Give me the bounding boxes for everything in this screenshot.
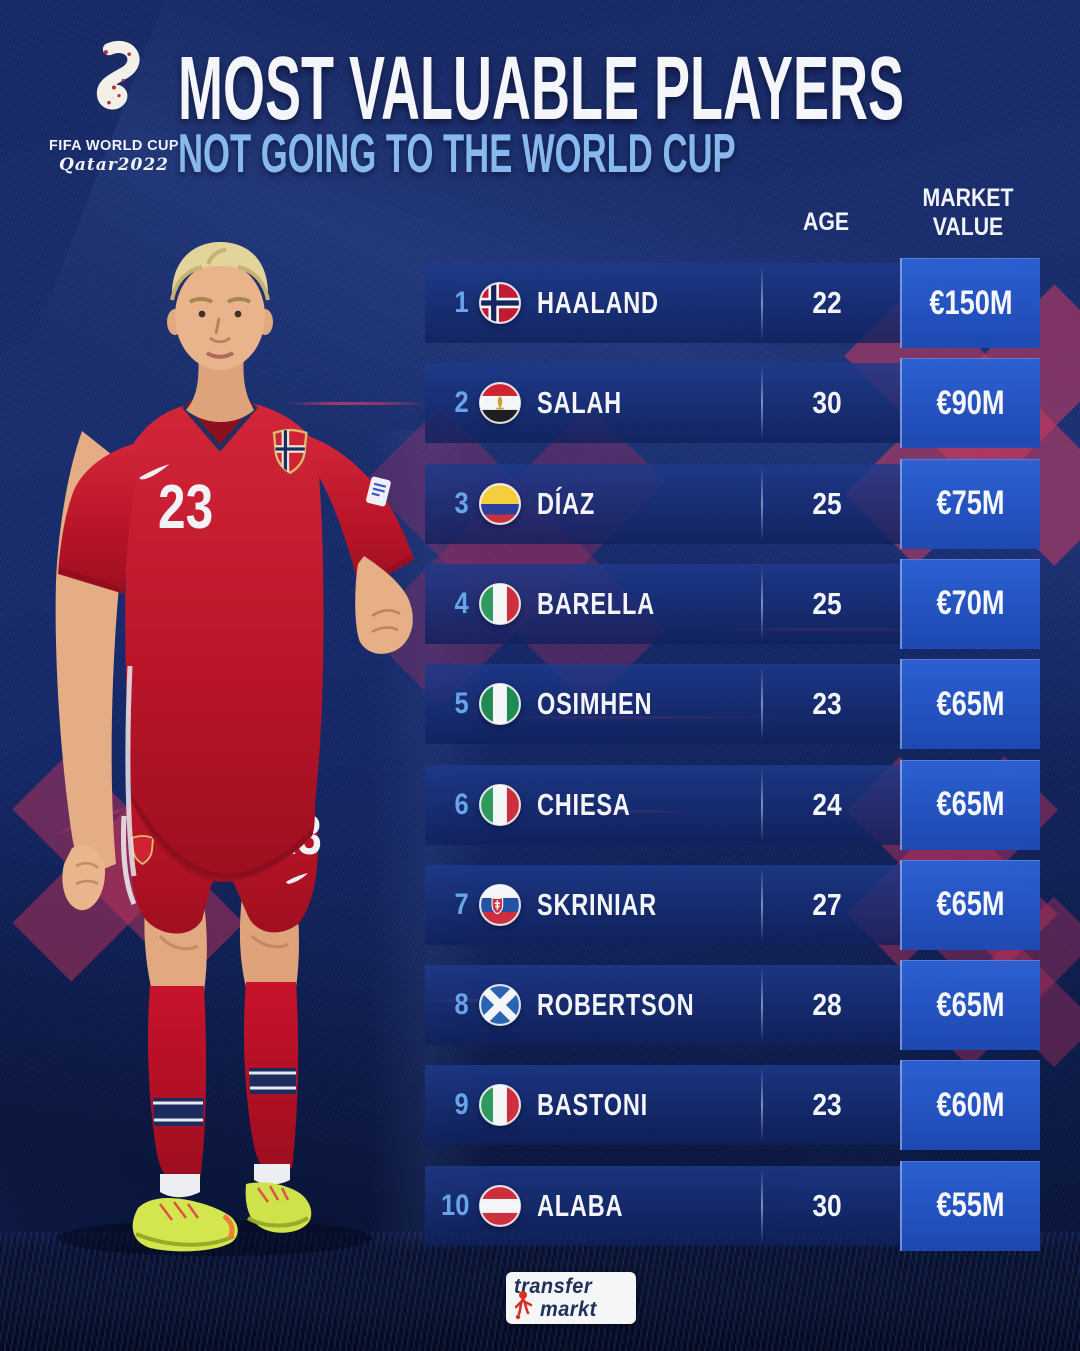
column-divider [761,1168,763,1243]
age-value: 25 [812,585,842,621]
page-title: MOST VALUABLE PLAYERS [178,39,905,139]
age-value: 23 [812,1087,842,1123]
player-name: SKRINIAR [537,886,657,922]
age-value: 28 [812,987,842,1023]
market-value-cell: €150M [900,258,1040,348]
flag-austria-icon [479,1184,521,1227]
grass-pitch [0,1232,1080,1351]
market-value-cell: €75M [900,458,1040,549]
flag-egypt-icon [479,382,521,425]
player-name: SALAH [537,385,622,421]
rank-label: 2 [454,386,469,420]
column-divider [761,867,763,942]
rank-label: 8 [454,988,469,1022]
column-divider [761,767,763,842]
table-row: 7 SKRINIAR 27 €65M [425,859,1040,950]
brand-word-top: transfer [514,1275,593,1298]
market-value-cell: €60M [900,1060,1040,1151]
player-name: OSIMHEN [537,686,653,722]
player-name: BASTONI [537,1087,648,1123]
brand-player-icon [514,1291,533,1320]
sleeve-badge [366,476,391,507]
market-value-cell: €65M [900,759,1040,850]
player-name: ROBERTSON [537,987,695,1023]
rank-label: 4 [454,586,469,620]
player-name: DÍAZ [537,485,596,521]
column-divider [761,366,763,441]
flag-italy-icon [479,783,521,826]
player-name: BARELLA [537,585,655,621]
flag-nigeria-icon [479,683,521,726]
column-divider [761,1068,763,1143]
age-value: 30 [812,1187,842,1223]
rank-label: 9 [454,1088,469,1122]
rank-label: 7 [454,887,469,921]
players-table: 1 HAALAND 22 €150M 2 SALAH 30 €90M 3 DÍA… [425,258,1040,1251]
brand-word-bottom: markt [540,1298,597,1321]
column-divider [761,566,763,641]
jersey-number: 23 [158,472,213,542]
age-value: 24 [812,786,842,822]
player-name: CHIESA [537,786,631,822]
flag-italy-icon [479,582,521,625]
rank-label: 3 [454,486,469,520]
age-value: 23 [812,686,842,722]
column-divider [761,466,763,541]
table-row: 1 HAALAND 22 €150M [425,258,1040,348]
rank-label: 6 [454,787,469,821]
market-value-cell: €90M [900,358,1040,449]
flag-colombia-icon [479,482,521,525]
table-row: 2 SALAH 30 €90M [425,358,1040,449]
qatar-2022-text: Qatar2022 [59,155,169,175]
market-value-column-header: MARKET VALUE [922,184,1014,241]
table-row: 3 DÍAZ 25 €75M [425,458,1040,549]
age-value: 22 [812,285,842,320]
rank-label: 10 [440,1188,469,1222]
red-line-decoration [285,402,430,405]
fifa-logo-text: FIFA WORLD CUP [49,138,179,154]
table-row: 9 BASTONI 23 €60M [425,1060,1040,1151]
table-row: 10 ALABA 30 €55M [425,1160,1040,1251]
age-value: 30 [812,385,842,421]
table-row: 6 CHIESA 24 €65M [425,759,1040,850]
fifa-world-cup-logo: FIFA WORLD CUP Qatar2022 [44,40,184,175]
market-value-cell: €65M [900,659,1040,750]
page-subtitle: NOT GOING TO THE WORLD CUP [178,122,736,184]
flag-norway-icon [479,282,521,324]
age-value: 25 [812,485,842,521]
column-divider [761,266,763,340]
player-name: ALABA [537,1187,624,1223]
age-column-header: AGE [802,208,850,236]
table-row: 8 ROBERTSON 28 €65M [425,960,1040,1051]
market-value-cell: €65M [900,859,1040,950]
qatar2022-emblem-icon [96,41,140,110]
transfermarkt-logo: transfer markt [506,1272,636,1324]
table-row: 5 OSIMHEN 23 €65M [425,659,1040,750]
flag-italy-icon [479,1084,521,1127]
market-value-cell: €55M [900,1160,1040,1251]
rank-label: 1 [454,286,469,319]
market-value-cell: €65M [900,960,1040,1051]
column-divider [761,968,763,1043]
flag-slovakia-icon [479,883,521,926]
player-photo-haaland: 23 [55,242,414,1256]
age-value: 27 [812,886,842,922]
market-value-cell: €70M [900,558,1040,649]
column-divider [761,667,763,742]
rank-label: 5 [454,687,469,721]
flag-scotland-icon [479,984,521,1027]
table-row: 4 BARELLA 25 €70M [425,558,1040,649]
player-name: HAALAND [537,285,659,320]
